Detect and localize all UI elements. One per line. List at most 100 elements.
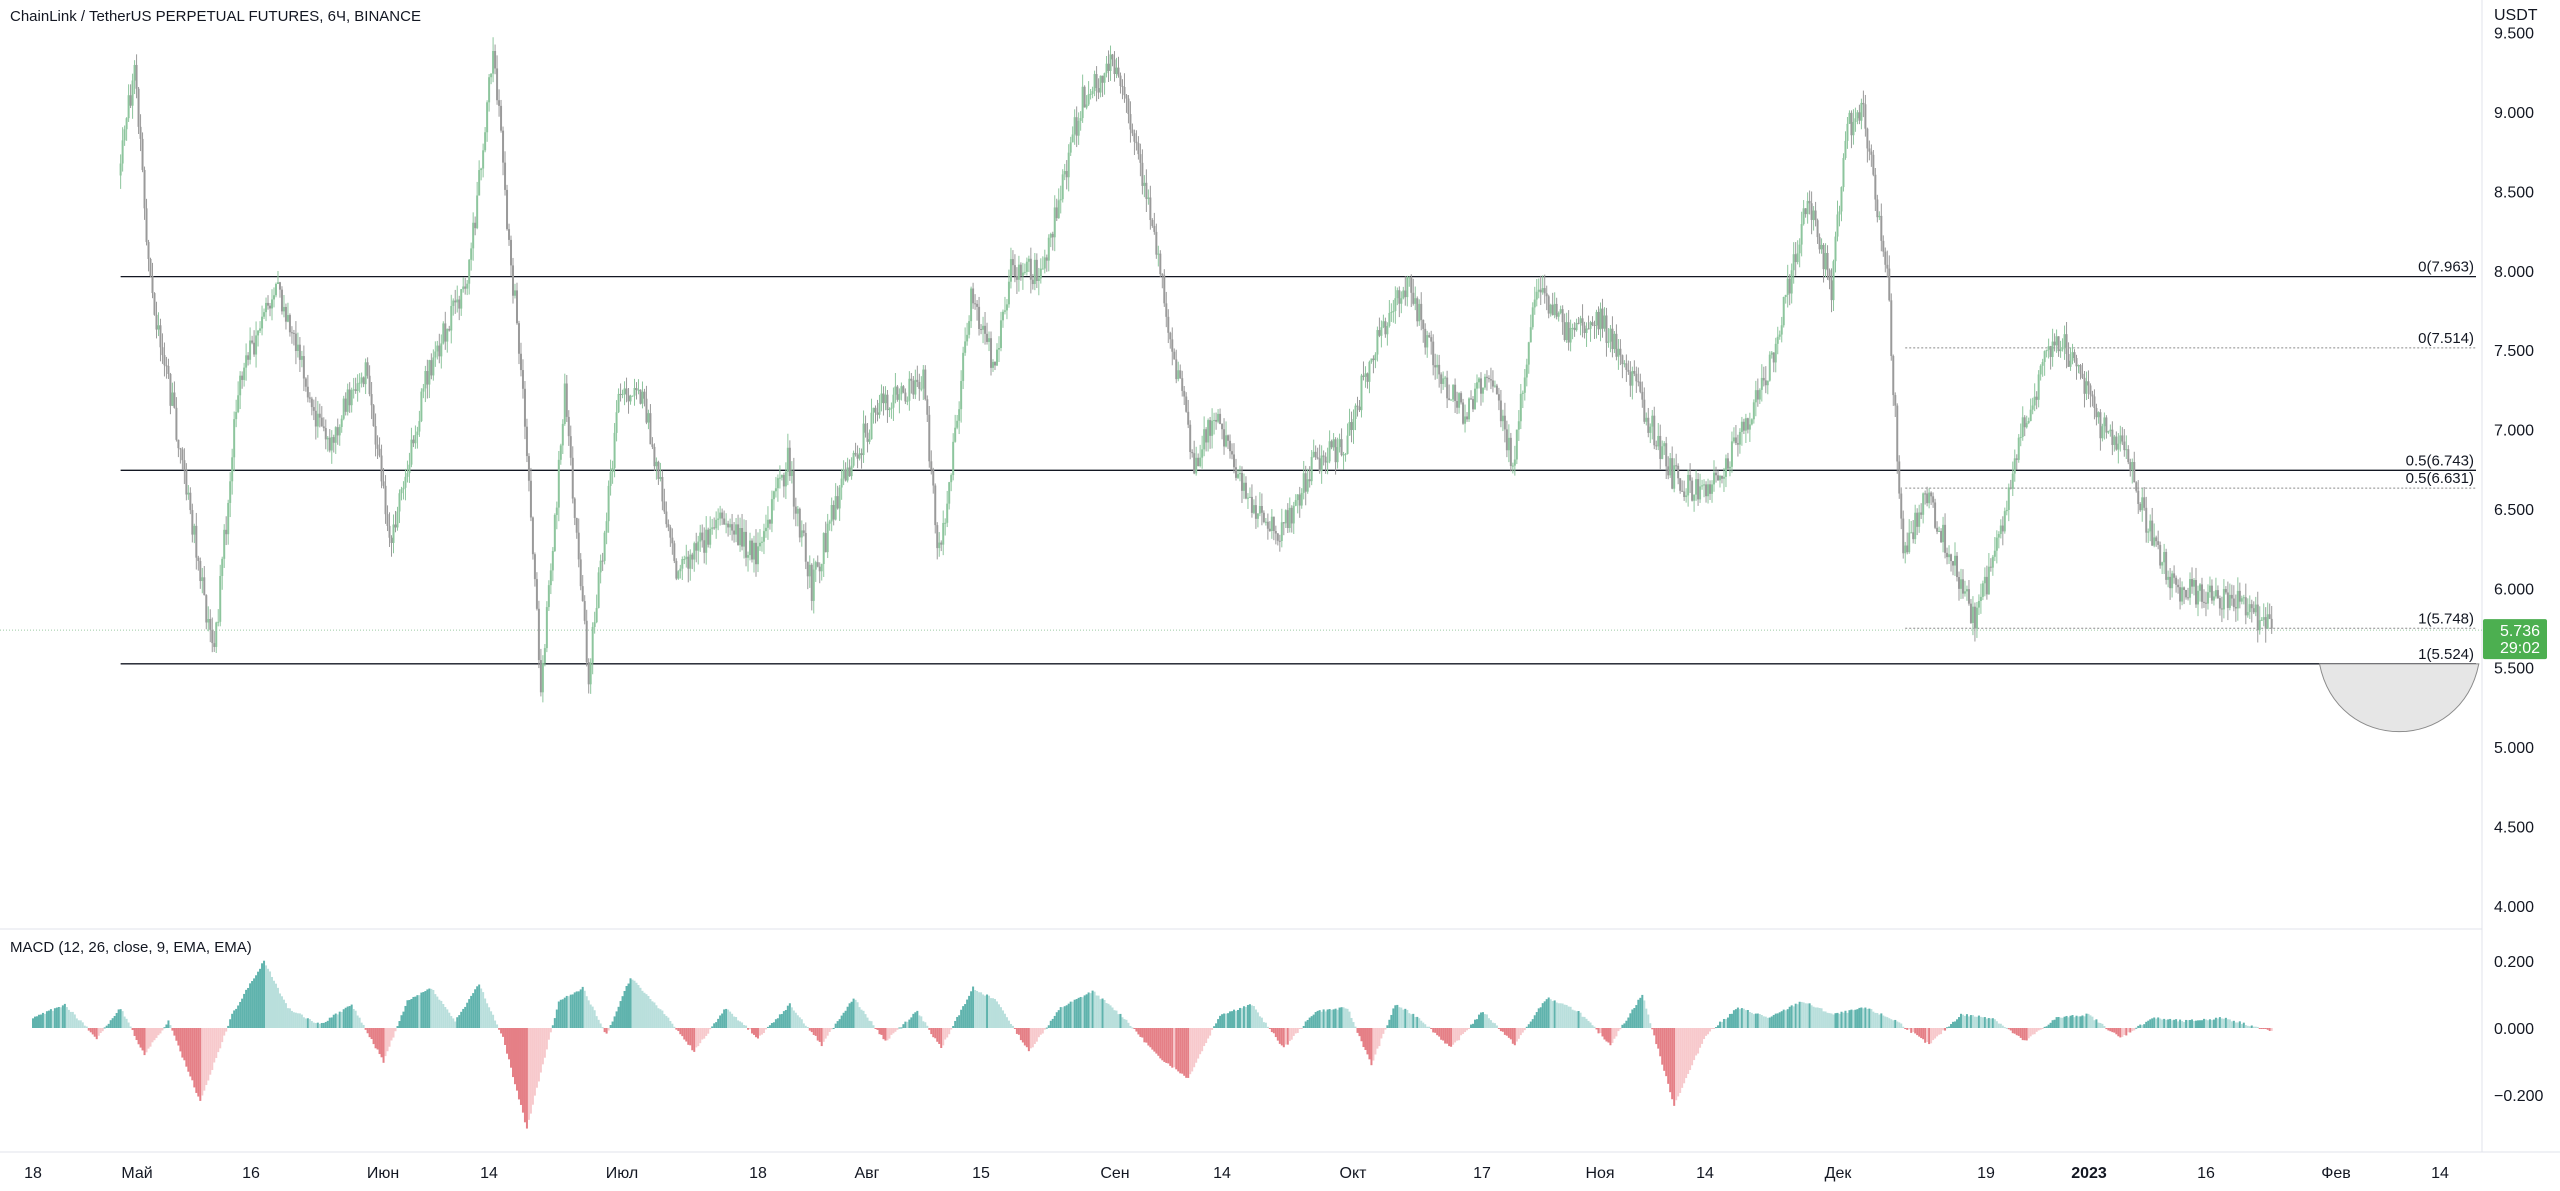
candle-body <box>1593 325 1596 327</box>
candle-body <box>1286 510 1289 529</box>
macd-bar <box>1673 1028 1676 1106</box>
candle-body <box>956 420 959 428</box>
candle-body <box>1195 457 1198 474</box>
candle-body <box>1294 500 1297 506</box>
candle-body <box>970 288 973 322</box>
candle-body <box>231 457 234 482</box>
candle-body <box>1396 290 1399 299</box>
candle-body <box>990 338 993 368</box>
macd-bar <box>1109 1005 1112 1028</box>
macd-bar <box>1950 1024 1953 1028</box>
macd-bar <box>794 1012 797 1028</box>
macd-bar <box>35 1016 38 1028</box>
time-axis[interactable]: 18 Май 16 Июн 14 Июл 18 Авг 15 Сен 14 Окт 17 Ноя 14 Дек… <box>24 1165 2449 1182</box>
macd-bar <box>2011 1028 2014 1034</box>
candle-body <box>2246 612 2249 616</box>
macd-bar <box>1354 1026 1357 1028</box>
candle-body <box>1005 304 1008 311</box>
candle-body <box>1567 322 1570 343</box>
macd-bar <box>1993 1019 1996 1028</box>
candle-body <box>1709 484 1712 494</box>
candle-body <box>1956 555 1959 578</box>
macd-bar <box>440 1000 443 1028</box>
macd-bar <box>603 1028 606 1033</box>
candle-body <box>1900 493 1903 519</box>
candle-body <box>535 579 538 609</box>
macd-bar <box>1750 1012 1753 1028</box>
candle-body <box>1736 443 1739 445</box>
candle-body <box>571 457 574 499</box>
candle-body <box>207 618 210 623</box>
candle-body <box>1057 200 1060 219</box>
candle-body <box>876 412 879 415</box>
macd-bar <box>2202 1018 2205 1028</box>
time-tick-label: 18 <box>749 1165 767 1182</box>
macd-bar <box>1436 1028 1439 1036</box>
candle-body <box>2198 584 2201 591</box>
macd-bar <box>1402 1009 1405 1028</box>
macd-bar <box>751 1028 754 1034</box>
candle-body <box>209 618 212 630</box>
macd-bar <box>1617 1028 1620 1032</box>
macd-bar <box>639 987 642 1028</box>
candle-body <box>494 51 497 69</box>
macd-bar <box>2163 1018 2166 1028</box>
candle-body <box>288 315 291 333</box>
candle-body <box>715 519 718 529</box>
macd-bar <box>278 993 281 1028</box>
candle-body <box>770 499 773 524</box>
macd-bar <box>802 1023 805 1028</box>
candle-body <box>1007 281 1010 305</box>
candle-body <box>259 328 262 331</box>
candle-body <box>474 222 477 229</box>
candle-body <box>434 351 437 358</box>
macd-bar <box>1298 1028 1301 1029</box>
candle-body <box>657 461 660 479</box>
macd-bar <box>637 985 640 1028</box>
candle-body <box>189 492 192 511</box>
candle-body <box>1254 505 1257 519</box>
candle-body <box>267 302 270 306</box>
macd-bar <box>1948 1026 1951 1028</box>
candle-body <box>992 361 995 368</box>
macd-bar <box>1221 1014 1224 1028</box>
candle-body <box>1169 332 1172 340</box>
candle-body <box>1372 358 1375 361</box>
candle-body <box>2185 589 2188 598</box>
macd-bar <box>1567 1006 1570 1028</box>
macd-bar <box>1571 1009 1574 1028</box>
candle-body <box>1577 322 1580 324</box>
candle-body <box>539 660 542 693</box>
macd-bar <box>1979 1016 1982 1028</box>
macd-bar <box>61 1005 64 1028</box>
candle-body <box>2041 362 2044 366</box>
macd-bar <box>739 1021 742 1028</box>
candle-body <box>1967 589 1970 604</box>
macd-bar <box>263 960 266 1028</box>
candle-body <box>2236 590 2239 609</box>
candle-body <box>910 378 913 381</box>
candle-body <box>673 543 676 561</box>
macd-bar <box>749 1028 752 1030</box>
macd-bar <box>53 1008 56 1028</box>
candle-body <box>1227 435 1230 441</box>
macd-bar <box>378 1028 381 1055</box>
macd-bar <box>1474 1019 1477 1028</box>
candle-body <box>593 622 596 627</box>
candle-body <box>1912 532 1915 540</box>
price-axis[interactable]: USDT9.5009.0008.5008.0007.5007.0006.5006… <box>2494 7 2538 916</box>
candle-body <box>723 518 726 525</box>
candle-body <box>1557 312 1560 317</box>
macd-bar <box>523 1028 526 1123</box>
candle-body <box>1414 298 1417 304</box>
candle-body <box>1320 455 1323 472</box>
candle-body <box>2228 594 2231 608</box>
candle-body <box>1163 275 1166 304</box>
macd-bar <box>167 1020 170 1028</box>
macd-bar <box>2021 1028 2024 1041</box>
macd-bar <box>49 1009 52 1028</box>
macd-bar <box>1679 1028 1682 1093</box>
candle-body <box>860 453 863 456</box>
